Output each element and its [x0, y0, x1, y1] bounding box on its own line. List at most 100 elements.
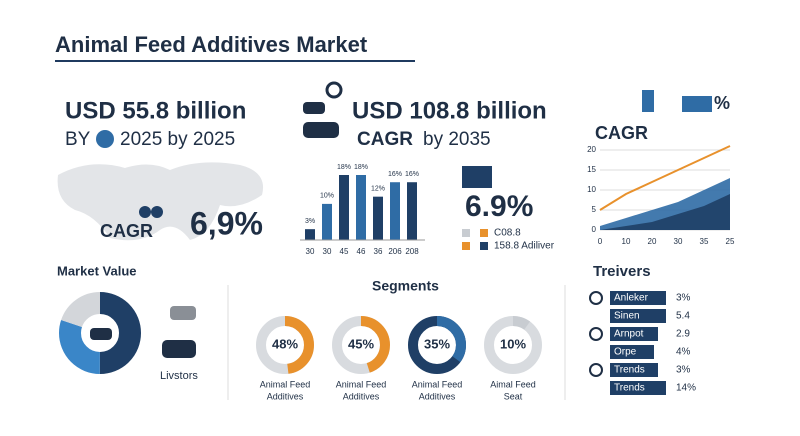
driver-name: Orpe: [614, 347, 637, 358]
title: Animal Feed Additives Market: [55, 32, 368, 57]
area: [600, 194, 730, 230]
icon: [462, 166, 492, 188]
cow-icon: [90, 328, 112, 340]
donut-segment: [256, 316, 314, 374]
right-title: CAGR: [595, 123, 648, 143]
driver-value: 14%: [676, 383, 696, 394]
world-map: [57, 162, 264, 241]
icon: [642, 90, 654, 112]
cow-icon: [170, 306, 196, 320]
cow-icon: [303, 122, 339, 138]
big-value: 6.9%: [465, 190, 533, 223]
driver-value: 2.9: [676, 329, 690, 340]
bar-category: 206: [388, 247, 402, 256]
bar-category: 46: [357, 247, 366, 256]
legend-swatch: [480, 242, 488, 250]
headline: USD 108.8 billion: [352, 97, 547, 124]
donut-segment: [59, 292, 141, 374]
segment-label: Additives: [419, 391, 456, 401]
segment-value: 10%: [500, 336, 526, 351]
bar-label: 16%: [388, 171, 402, 178]
bar-category: 208: [405, 247, 419, 256]
bar: [390, 182, 400, 240]
x-tick: 35: [700, 237, 709, 246]
segment-label: Animal Feed: [412, 379, 463, 389]
legend-text: 158.8 Adiliver: [494, 241, 555, 252]
segment-value: 35%: [424, 336, 450, 351]
bar-category: 45: [340, 247, 349, 256]
sub-bold: CAGR: [357, 129, 413, 150]
segment-value: 48%: [272, 336, 298, 351]
donut-segment: [332, 316, 390, 374]
driver-bar: [610, 363, 658, 377]
legend-swatch: [462, 242, 470, 250]
driver-bar: [610, 291, 666, 305]
cagr-value: 6,9%: [190, 205, 263, 241]
bar-category: 30: [306, 247, 315, 256]
headline: USD 55.8 billion: [65, 97, 246, 124]
icon: [682, 96, 712, 112]
y-tick: 10: [587, 185, 596, 194]
segment-label: Additives: [267, 391, 304, 401]
bar: [373, 196, 383, 240]
driver-value: 3%: [676, 293, 691, 304]
line: [599, 145, 731, 211]
bar-category: 36: [374, 247, 383, 256]
segment-label: Additives: [343, 391, 380, 401]
driver-bar: [610, 345, 654, 359]
bar: [356, 175, 366, 240]
driver-value: 3%: [676, 365, 691, 376]
segment-label: Animal Feed: [336, 379, 387, 389]
driver-bar: [610, 327, 658, 341]
bar: [305, 229, 315, 240]
bar-label: 18%: [354, 164, 368, 171]
x-tick: 0: [598, 237, 603, 246]
driver-icon: [589, 327, 603, 341]
icon-text: %: [714, 93, 730, 113]
bar-label: 18%: [337, 164, 351, 171]
mv-caption: Livstors: [160, 370, 198, 382]
by: BY: [65, 129, 91, 150]
cow-icon: [303, 102, 325, 114]
legend-swatch: [462, 229, 470, 237]
driver-name: Anleker: [614, 293, 649, 304]
driver-bar: [610, 381, 666, 395]
driver-value: 5.4: [676, 311, 690, 322]
cow-icon: [162, 340, 196, 358]
x-tick: 25: [726, 237, 735, 246]
x-tick: 10: [622, 237, 631, 246]
segment-label: Animal Feed: [260, 379, 311, 389]
bar: [339, 175, 349, 240]
legend-swatch: [480, 229, 488, 237]
icon: [139, 206, 151, 218]
donut-segment: [59, 292, 141, 374]
donut-segment: [484, 316, 542, 374]
driver-value: 4%: [676, 347, 691, 358]
x-tick: 20: [648, 237, 657, 246]
y-tick: 15: [587, 165, 596, 174]
donut-segment: [408, 316, 466, 374]
bar: [407, 182, 417, 240]
segment-label: Seat: [504, 391, 523, 401]
y-tick: 0: [592, 225, 597, 234]
segment-label: Aimal Feed: [490, 379, 536, 389]
legend-text: C08.8: [494, 228, 521, 239]
subline: 2025 by 2025: [120, 129, 235, 150]
bar-label: 16%: [405, 171, 419, 178]
x-tick: 30: [674, 237, 683, 246]
segment-value: 45%: [348, 336, 374, 351]
driver-name: Trends: [614, 365, 645, 376]
seg-title: Segments: [372, 278, 439, 294]
bar-label: 3%: [305, 218, 315, 225]
driver-bar: [610, 309, 666, 323]
driver-name: Sinen: [614, 311, 640, 322]
y-tick: 20: [587, 145, 596, 154]
drivers-title: Treivers: [593, 263, 651, 280]
icon: [151, 206, 163, 218]
driver-icon: [589, 363, 603, 377]
bar-label: 12%: [371, 186, 385, 193]
driver-name: Trends: [614, 383, 645, 394]
sub: by 2035: [423, 129, 491, 150]
bar-label: 10%: [320, 193, 334, 200]
